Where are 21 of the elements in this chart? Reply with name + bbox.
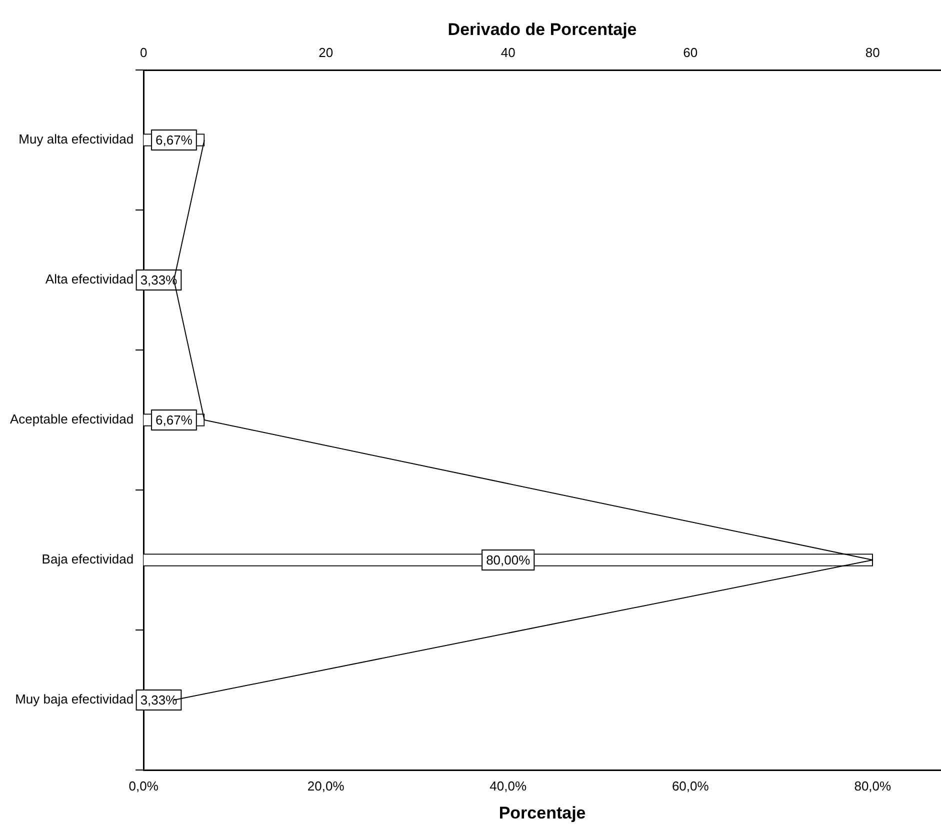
x2-tick-label: 60: [683, 44, 698, 60]
data-label: 6,67%: [156, 412, 193, 428]
x2-tick-label: 40: [500, 44, 516, 60]
y-tick-label: Baja efectividad: [42, 552, 134, 567]
x-tick-label: 0,0%: [128, 778, 159, 794]
x-tick-label: 80,0%: [854, 778, 892, 794]
x-tick-label: 40,0%: [490, 778, 527, 794]
x-tick-label: 20,0%: [307, 778, 345, 794]
x-tick-label: 60,0%: [672, 778, 710, 794]
x-axis-title: Porcentaje: [498, 803, 586, 822]
x2-tick-label: 0: [140, 44, 148, 60]
x2-axis-title: Derivado de Porcentaje: [448, 20, 637, 39]
y-tick-label: Muy alta efectividad: [18, 132, 134, 147]
y-tick-label: Aceptable efectividad: [10, 412, 134, 427]
y-tick-label: Alta efectividad: [45, 272, 134, 287]
data-label: 80,00%: [486, 552, 531, 568]
y-tick-label: Muy baja efectividad: [15, 692, 134, 707]
data-label: 6,67%: [156, 132, 193, 148]
data-label: 3,33%: [140, 692, 178, 708]
x2-tick-label: 80: [865, 44, 880, 60]
x2-tick-label: 20: [318, 44, 334, 60]
